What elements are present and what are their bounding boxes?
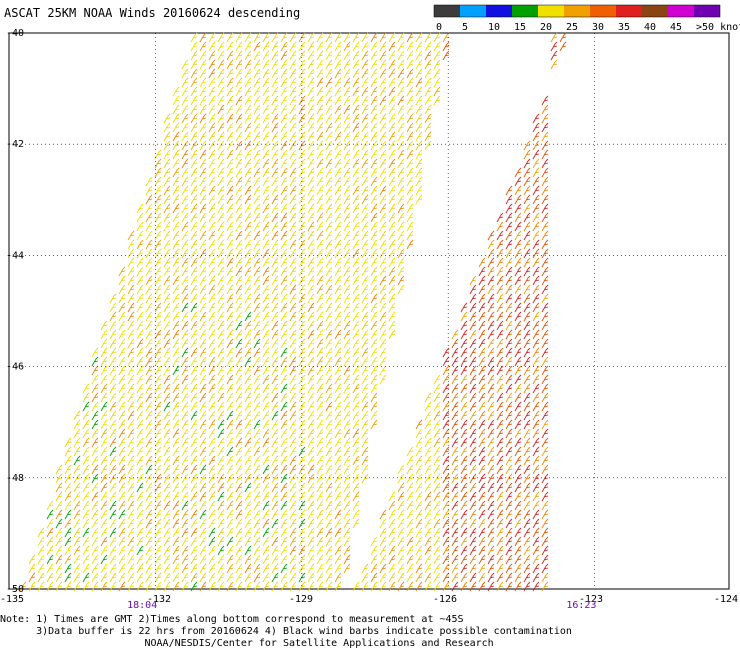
- lat-tick-label: -48: [6, 473, 24, 484]
- wind-barb-group: [46, 302, 306, 592]
- legend-label: 30: [592, 22, 604, 33]
- legend-label: 0: [436, 22, 442, 33]
- wind-barb-group: [19, 32, 558, 592]
- legend-swatch: [590, 5, 616, 17]
- wind-barb-group: [28, 32, 441, 592]
- wind-barb-group: [37, 32, 441, 592]
- legend-swatch: [538, 5, 564, 17]
- lat-tick-label: -46: [6, 362, 24, 373]
- legend-label: >50 knots: [696, 22, 740, 33]
- lat-tick-label: -50: [6, 584, 24, 595]
- lon-tick-label: -132: [147, 594, 171, 605]
- lat-tick-label: -44: [6, 250, 24, 261]
- wind-map: 0 5 10 15 20 25 30 35 40 45 >50 knots -135 -132 -129…: [0, 4, 740, 611]
- lon-tick-label: -123: [579, 594, 603, 605]
- legend-label: 25: [566, 22, 578, 33]
- legend-swatch: [486, 5, 512, 17]
- legend-swatch: [616, 5, 642, 17]
- lat-tick-label: -40: [6, 28, 24, 39]
- legend-label: 20: [540, 22, 552, 33]
- legend-swatch: [434, 5, 460, 17]
- legend-swatch: [460, 5, 486, 17]
- wind-barb-group: [442, 32, 567, 592]
- lat-lon-grid: [9, 33, 729, 589]
- legend-swatch: [564, 5, 590, 17]
- legend-label: 5: [462, 22, 468, 33]
- footnotes: Note: 1) Times are GMT 2)Times along bot…: [0, 614, 740, 650]
- map-title: ASCAT 25KM NOAA Winds 20160624 descendin…: [4, 6, 301, 20]
- legend-swatch: [694, 5, 720, 17]
- legend-swatch: [512, 5, 538, 17]
- legend-swatch: [668, 5, 694, 17]
- legend-label: 40: [644, 22, 656, 33]
- pass-time-label: 16:23: [566, 600, 596, 611]
- note-line-2: 3)Data buffer is 22 hrs from 20160624 4)…: [0, 626, 572, 637]
- legend-label: 15: [514, 22, 526, 33]
- lat-tick-label: -42: [6, 139, 24, 150]
- wind-barb-group: [28, 32, 549, 592]
- note-line-3: NOAA/NESDIS/Center for Satellite Applica…: [0, 638, 494, 649]
- lon-tick-label: -129: [289, 594, 313, 605]
- legend-label: 10: [488, 22, 500, 33]
- wind-barbs: [19, 32, 567, 592]
- legend-swatch: [642, 5, 668, 17]
- wind-barb-group: [442, 41, 558, 592]
- note-line-1: Note: 1) Times are GMT 2)Times along bot…: [0, 614, 464, 625]
- pass-time-label: 18:04: [127, 600, 157, 611]
- legend-label: 45: [670, 22, 682, 33]
- wind-speed-legend: 0 5 10 15 20 25 30 35 40 45 >50 knots: [433, 4, 740, 33]
- plot-frame: [8, 32, 730, 590]
- legend-label: 35: [618, 22, 630, 33]
- lon-tick-label: -126: [433, 594, 457, 605]
- lon-tick-label: -135: [0, 594, 24, 605]
- lon-tick-label: -124: [714, 594, 738, 605]
- axis-labels: -135 -132 -129 -126 -123 -124 -40 -42 -44 -46 -48 -…: [0, 28, 738, 611]
- legend-border: [433, 4, 721, 18]
